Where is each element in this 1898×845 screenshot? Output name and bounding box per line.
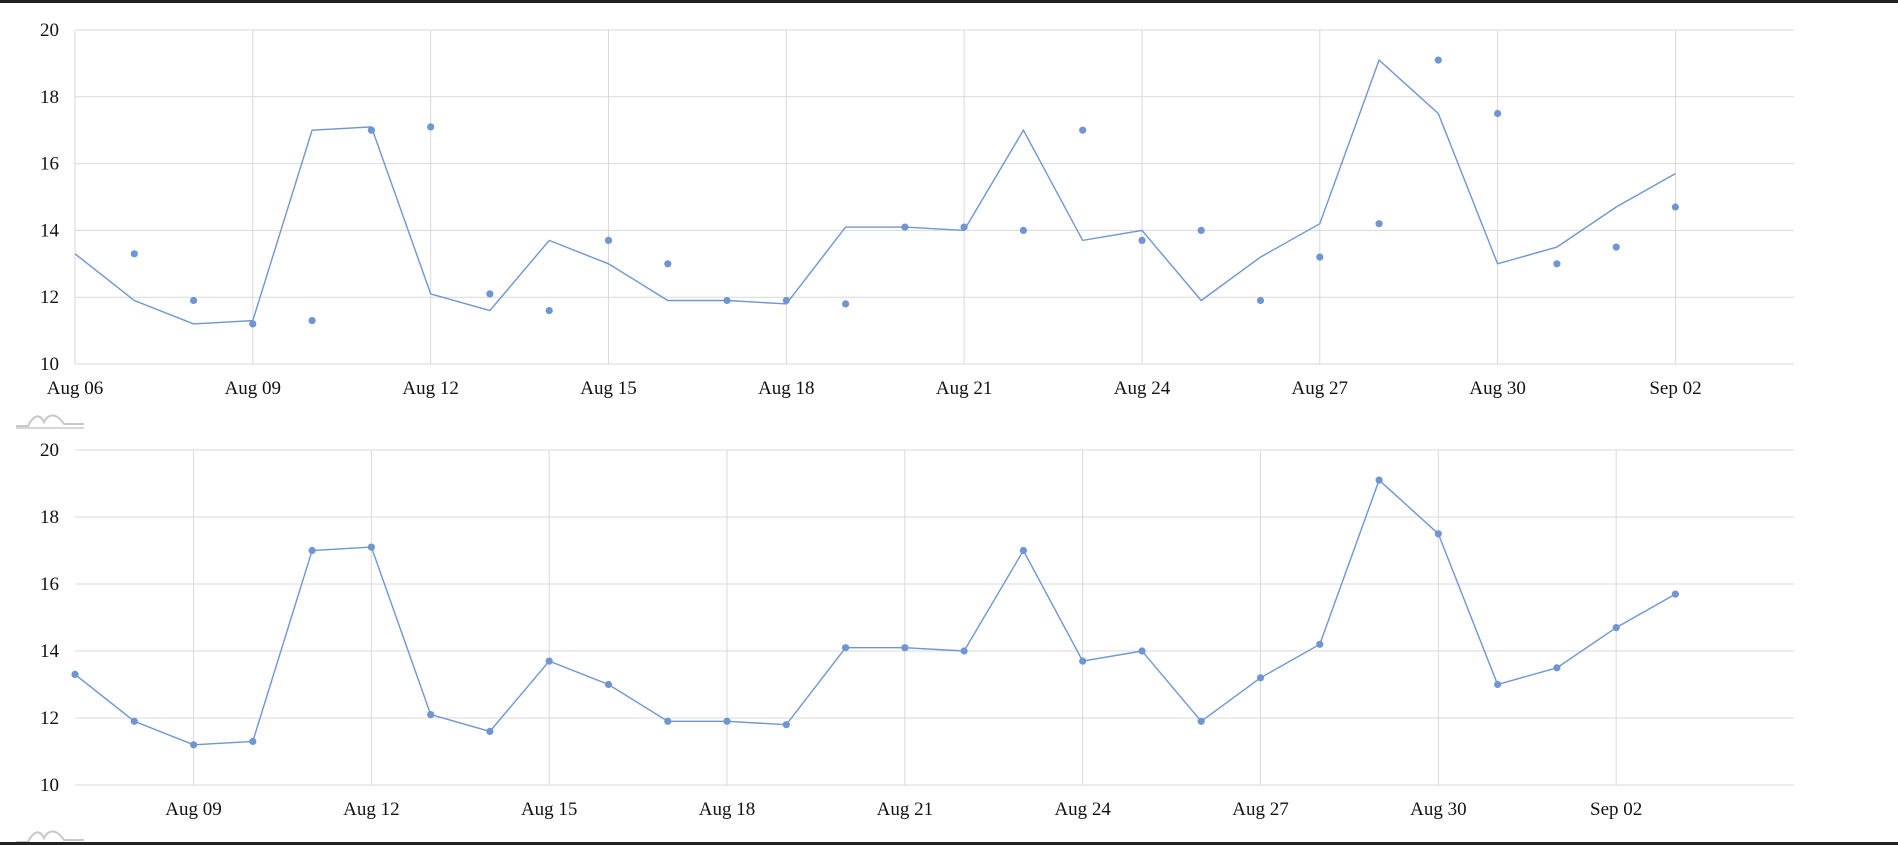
x-tick-label: Aug 12	[402, 378, 458, 399]
data-point	[1138, 647, 1146, 655]
data-point	[604, 680, 613, 689]
x-tick-label: Aug 09	[165, 799, 221, 820]
y-tick-label: 14	[40, 220, 60, 241]
chart-overview-icon-bottom[interactable]	[14, 828, 86, 842]
y-tick-label: 20	[40, 440, 59, 461]
x-tick-label: Aug 21	[877, 799, 933, 820]
data-point	[249, 737, 257, 745]
data-point	[1612, 624, 1620, 632]
x-tick-label: Aug 06	[47, 378, 103, 399]
x-tick-label: Sep 02	[1590, 799, 1642, 820]
data-point	[664, 260, 672, 268]
x-tick-label: Aug 24	[1114, 378, 1171, 399]
series-line	[74, 58, 1676, 325]
data-point	[842, 644, 850, 652]
y-tick-label: 12	[40, 287, 59, 308]
y-tick-label: 12	[40, 708, 59, 729]
window-top-border	[0, 0, 1898, 3]
x-tick-label: Aug 18	[699, 799, 755, 820]
y-tick-label: 18	[40, 507, 59, 528]
x-tick-label: Sep 02	[1649, 378, 1701, 399]
data-point	[723, 296, 731, 305]
data-point	[723, 717, 731, 725]
x-tick-label: Aug 30	[1469, 378, 1525, 399]
y-tick-label: 10	[40, 775, 59, 796]
data-point	[1197, 717, 1205, 725]
data-point	[1671, 203, 1679, 211]
y-tick-label: 18	[40, 87, 59, 108]
data-point	[1671, 590, 1679, 598]
data-point	[1197, 226, 1205, 234]
window-bottom-border	[0, 842, 1898, 845]
data-point	[1375, 476, 1383, 484]
x-tick-label: Aug 09	[225, 378, 281, 399]
y-tick-label: 16	[40, 574, 59, 595]
data-point	[1079, 657, 1087, 665]
data-point	[1553, 664, 1561, 672]
data-point	[1316, 253, 1324, 261]
data-point	[486, 290, 494, 298]
data-point	[1138, 236, 1146, 244]
data-point	[842, 300, 850, 308]
data-point	[130, 717, 138, 725]
data-point	[1375, 220, 1383, 228]
chart-overview-icon[interactable]	[14, 408, 86, 430]
y-tick-label: 16	[40, 154, 59, 175]
data-point	[545, 307, 553, 315]
data-point	[1434, 530, 1442, 538]
y-tick-label: 14	[40, 641, 60, 662]
data-point	[1019, 546, 1027, 555]
data-point	[427, 123, 435, 131]
data-point	[604, 236, 613, 244]
data-point	[1316, 640, 1324, 648]
data-point	[664, 717, 672, 725]
data-point	[308, 546, 316, 555]
data-point	[1256, 674, 1265, 682]
data-point	[901, 223, 909, 231]
x-tick-label: Aug 24	[1054, 799, 1111, 820]
data-point	[960, 647, 968, 655]
chart-top: 10 12 14 16 18 20 Aug 06 Aug 09 Aug 12 Aug 15 Aug …	[40, 20, 1794, 399]
data-point	[190, 296, 198, 305]
data-point	[367, 543, 375, 551]
x-tick-label: Aug 27	[1292, 378, 1348, 399]
x-tick-label: Aug 15	[521, 799, 577, 820]
chart-bottom: 10 12 14 16 18 20 Aug 09 Aug 12 Aug 15 Aug 18 Aug …	[40, 440, 1794, 820]
data-point	[782, 296, 790, 305]
data-point	[1434, 56, 1442, 64]
data-point	[71, 670, 79, 678]
x-tick-label: Aug 30	[1410, 799, 1466, 820]
data-point	[486, 727, 494, 735]
x-tick-label: Aug 15	[580, 378, 636, 399]
data-point	[367, 126, 375, 134]
data-point	[782, 721, 790, 729]
data-point	[1612, 243, 1620, 251]
y-tick-label: 20	[40, 20, 59, 41]
data-point	[901, 644, 909, 652]
data-point	[1494, 680, 1502, 689]
y-tick-label: 10	[40, 354, 59, 375]
series-line	[74, 478, 1676, 746]
data-point	[1079, 126, 1087, 134]
x-tick-label: Aug 21	[936, 378, 992, 399]
x-tick-label: Aug 27	[1232, 799, 1288, 820]
data-point	[1553, 260, 1561, 268]
data-point	[249, 320, 257, 328]
x-tick-label: Aug 18	[758, 378, 814, 399]
data-point	[130, 250, 138, 258]
data-point	[1256, 296, 1265, 305]
data-point	[190, 741, 198, 749]
data-point	[545, 657, 553, 665]
data-point	[1494, 109, 1502, 118]
data-point	[1019, 226, 1027, 234]
data-point	[960, 223, 968, 231]
data-point	[308, 317, 316, 325]
x-tick-label: Aug 12	[343, 799, 399, 820]
data-point	[427, 711, 435, 719]
